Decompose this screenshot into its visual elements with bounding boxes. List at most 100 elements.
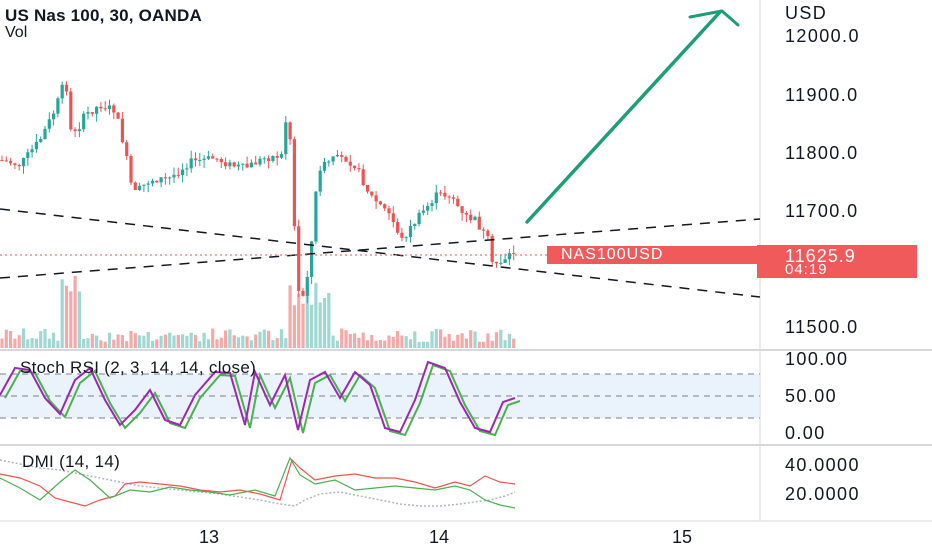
candle-body	[34, 141, 38, 150]
candle-body	[64, 84, 69, 92]
volume-bar	[133, 333, 137, 348]
candle-body	[193, 158, 198, 161]
candle-body	[21, 158, 26, 167]
candle-body	[421, 210, 425, 213]
volume-bar	[26, 339, 30, 348]
volume-bar	[271, 340, 275, 348]
price-axis[interactable]: USD 12000.0 11900.0 11800.0 11700.0 1150…	[761, 0, 932, 521]
candle-body	[245, 163, 249, 168]
candle-body	[305, 276, 309, 296]
candle-body	[387, 208, 391, 214]
volume-bar	[4, 329, 8, 348]
candle-body	[4, 160, 8, 162]
volume-bar	[224, 330, 228, 348]
candle-body	[443, 192, 447, 197]
volume-bar	[150, 340, 155, 348]
upper-trendline[interactable]	[0, 208, 761, 298]
volume-bar	[434, 328, 438, 348]
lower-trendline[interactable]	[0, 218, 761, 279]
candle-body	[189, 158, 193, 169]
volume-bar	[279, 329, 284, 348]
candle-body	[211, 156, 215, 159]
candle-body	[464, 212, 468, 215]
currency-label: USD	[785, 3, 828, 23]
volume-bar	[301, 303, 305, 348]
candle-body	[340, 155, 344, 157]
volume-bar	[275, 338, 279, 348]
volume-bar	[404, 336, 408, 348]
stoch-rsi-tick: 100.00	[785, 349, 849, 369]
dmi-tick: 40.0000	[785, 455, 860, 475]
candle-body	[120, 118, 124, 143]
volume-bar	[129, 330, 133, 348]
volume-bar	[507, 333, 511, 348]
volume-bar	[469, 330, 473, 348]
candle-body	[112, 105, 116, 113]
volume-bar	[430, 331, 434, 348]
candle-body	[77, 129, 81, 132]
volume-bar	[163, 334, 167, 348]
candle-body	[507, 253, 511, 260]
volume-bar	[267, 330, 271, 348]
candle-body	[43, 128, 47, 139]
candle-body	[447, 196, 451, 198]
volume-bar	[417, 341, 421, 348]
candle-countdown: 04:19	[785, 261, 828, 278]
time-axis-label: 15	[672, 527, 693, 547]
volume-bar	[172, 335, 176, 348]
volume-bar	[353, 333, 357, 348]
volume-bar	[64, 285, 69, 348]
volume-bar	[451, 340, 456, 348]
volume-bar	[176, 335, 180, 348]
candle-body	[254, 162, 258, 165]
candle-body	[499, 262, 503, 264]
volume-bar	[95, 335, 99, 348]
volume-bar	[322, 297, 327, 348]
volume-bar	[21, 328, 26, 348]
projection-arrow[interactable]	[525, 9, 740, 224]
candle-body	[297, 226, 301, 291]
candle-body	[310, 241, 314, 277]
candle-body	[168, 177, 172, 179]
candle-body	[163, 177, 167, 179]
symbol-tag[interactable]: NAS100USD	[547, 246, 759, 264]
candle-body	[335, 155, 339, 157]
volume-bar	[181, 334, 185, 348]
candle-body	[206, 156, 210, 159]
volume-bar	[228, 329, 232, 348]
volume-bar	[344, 330, 348, 348]
volume-bars	[0, 275, 516, 348]
volume-bar	[374, 340, 378, 348]
candle-body	[198, 159, 202, 161]
price-tick: 11900.0	[785, 85, 859, 105]
volume-bar	[245, 336, 249, 348]
candle-body	[39, 138, 43, 142]
price-tick: 11800.0	[785, 143, 859, 163]
volume-bar	[202, 332, 206, 348]
candle-body	[17, 164, 21, 167]
volume-bar	[348, 334, 352, 348]
volume-bar	[159, 335, 163, 348]
candle-body	[292, 139, 296, 227]
volume-bar	[456, 334, 460, 348]
volume-bar	[142, 335, 146, 348]
candle-body	[73, 129, 77, 132]
candle-body	[176, 174, 180, 176]
volume-bar	[189, 332, 193, 348]
candle-body	[460, 206, 464, 213]
candle-body	[185, 168, 189, 170]
volume-bar	[13, 338, 17, 348]
candle-body	[86, 112, 90, 114]
volume-bar	[56, 340, 60, 348]
candle-body	[56, 98, 60, 114]
candle-body	[271, 155, 275, 161]
volume-bar	[73, 275, 77, 348]
candle-body	[383, 204, 387, 209]
volume-bar	[340, 328, 344, 348]
current-price-value: 11625.9	[785, 246, 856, 266]
volume-bar	[314, 282, 318, 348]
volume-bar	[370, 335, 374, 348]
candle-body	[301, 290, 305, 296]
